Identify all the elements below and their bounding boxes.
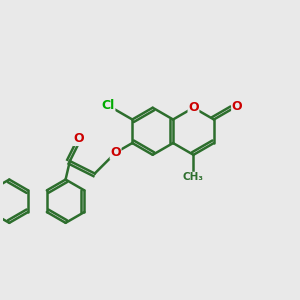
Text: O: O xyxy=(232,100,242,112)
Text: CH₃: CH₃ xyxy=(183,172,204,182)
Text: Cl: Cl xyxy=(101,99,115,112)
Text: O: O xyxy=(188,101,199,114)
Text: O: O xyxy=(73,132,84,146)
Text: O: O xyxy=(110,146,121,159)
